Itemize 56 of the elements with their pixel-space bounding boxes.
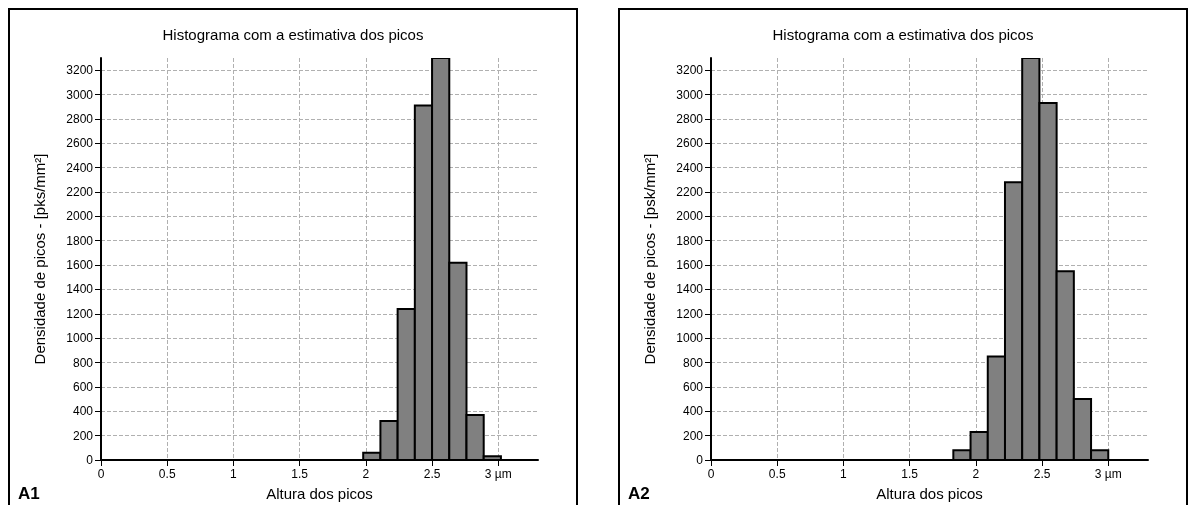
y-tick-label: 2600	[676, 136, 704, 151]
y-tick-label: 1400	[66, 282, 94, 297]
y-tick-label: 1800	[676, 233, 704, 248]
y-tick-label: 1800	[66, 233, 94, 248]
x-tick-label: 2	[972, 467, 980, 481]
x-tick-label: 1	[840, 467, 848, 481]
y-tick-label: 1000	[66, 331, 94, 346]
y-tick-label: 200	[682, 428, 704, 443]
x-tick-label: 2.5	[423, 467, 441, 481]
y-tick-label: 2000	[676, 209, 704, 224]
x-tick-label: 3 µm	[1094, 467, 1122, 481]
y-tick-label: 2000	[66, 209, 94, 224]
x-tick-label: 3 µm	[484, 467, 512, 481]
y-tick-label: 3200	[66, 63, 94, 78]
y-tick-label: 200	[72, 428, 94, 443]
y-tick-label: 0	[86, 453, 94, 467]
y-tick-label: 2200	[66, 185, 94, 199]
y-tick-label: 1000	[676, 331, 704, 346]
y-tick-label: 800	[682, 355, 704, 370]
y-tick-label: 1200	[66, 306, 94, 321]
y-axis-title: Densidade de picos - [pks/mm²]	[31, 153, 48, 365]
chart-title: Histograma com a estimativa dos picos	[162, 26, 424, 43]
y-tick-label: 1400	[676, 282, 704, 297]
y-tick-label: 2600	[66, 136, 94, 151]
x-tick-label: 2.5	[1033, 467, 1051, 481]
y-tick-label: 3000	[676, 87, 704, 102]
y-tick-label: 600	[72, 379, 94, 394]
x-tick-label: 0	[707, 467, 715, 481]
y-tick-label: 0	[696, 453, 704, 467]
x-tick-label: 0.5	[768, 467, 786, 481]
y-tick-label: 2400	[66, 160, 94, 175]
chart-title: Histograma com a estimativa dos picos	[772, 26, 1034, 43]
y-axis-title: Densidade de picos - [psk/mm²]	[641, 153, 658, 365]
x-tick-label: 0	[97, 467, 105, 481]
y-tick-label: 3200	[676, 63, 704, 78]
y-tick-label: 800	[72, 355, 94, 370]
x-axis-title: Altura dos picos	[876, 485, 983, 502]
y-tick-label: 2400	[676, 160, 704, 175]
y-tick-label: 2800	[676, 111, 704, 126]
y-tick-label: 2200	[676, 185, 704, 199]
x-axis-title: Altura dos picos	[266, 485, 373, 502]
x-tick-label: 1	[230, 467, 238, 481]
x-tick-label: 2	[362, 467, 370, 481]
y-tick-label: 3000	[66, 87, 94, 102]
x-tick-label: 1.5	[291, 467, 309, 481]
y-tick-label: 400	[682, 404, 704, 419]
text: A1	[18, 484, 40, 504]
y-tick-label: 1600	[676, 258, 704, 273]
y-tick-label: 1600	[66, 258, 94, 273]
x-tick-label: 1.5	[901, 467, 919, 481]
x-tick-label: 0.5	[158, 467, 176, 481]
y-tick-label: 400	[72, 404, 94, 419]
y-tick-label: 2800	[66, 111, 94, 126]
y-tick-label: 1200	[676, 306, 704, 321]
y-tick-label: 600	[682, 379, 704, 394]
text: A2	[628, 484, 650, 504]
